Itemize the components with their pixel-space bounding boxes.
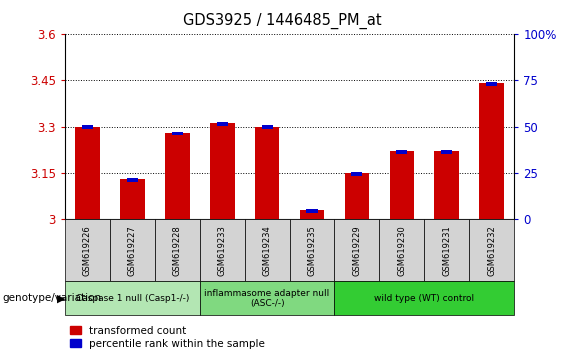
Bar [75,127,100,219]
Bar [127,178,138,182]
Bar [289,219,334,281]
Bar [262,125,273,129]
Text: wild type (WT) control: wild type (WT) control [374,294,475,303]
Bar [155,219,200,281]
Bar [380,219,424,281]
Bar [306,209,318,213]
Bar [334,281,514,315]
Bar [65,281,200,315]
Text: ▶: ▶ [56,293,66,303]
Bar [210,124,234,219]
Text: Caspase 1 null (Casp1-/-): Caspase 1 null (Casp1-/-) [76,294,189,303]
Bar [299,210,324,219]
Bar [255,127,280,219]
Bar [334,219,380,281]
Text: GSM619230: GSM619230 [397,225,406,276]
Bar [110,219,155,281]
Bar [82,125,93,129]
Text: GSM619234: GSM619234 [263,225,272,276]
Bar [200,219,245,281]
Bar [396,150,407,154]
Text: GDS3925 / 1446485_PM_at: GDS3925 / 1446485_PM_at [183,12,382,29]
Bar [165,133,190,219]
Legend: transformed count, percentile rank within the sample: transformed count, percentile rank withi… [70,326,265,349]
Bar [216,122,228,126]
Bar [245,219,289,281]
Bar [424,219,469,281]
Text: genotype/variation: genotype/variation [3,293,102,303]
Bar [486,82,497,86]
Text: GSM619231: GSM619231 [442,225,451,276]
Bar [479,83,504,219]
Text: inflammasome adapter null
(ASC-/-): inflammasome adapter null (ASC-/-) [205,289,330,308]
Bar [351,172,363,176]
Bar [434,152,459,219]
Bar [469,219,514,281]
Bar [65,219,110,281]
Text: GSM619233: GSM619233 [218,225,227,276]
Text: GSM619228: GSM619228 [173,225,182,276]
Bar [441,150,453,154]
Text: GSM619232: GSM619232 [487,225,496,276]
Text: GSM619235: GSM619235 [307,225,316,276]
Bar [120,179,145,219]
Bar [389,152,414,219]
Bar [200,281,334,315]
Bar [172,132,183,135]
Text: GSM619226: GSM619226 [83,225,92,276]
Bar [345,173,370,219]
Text: GSM619227: GSM619227 [128,225,137,276]
Text: GSM619229: GSM619229 [353,225,362,276]
